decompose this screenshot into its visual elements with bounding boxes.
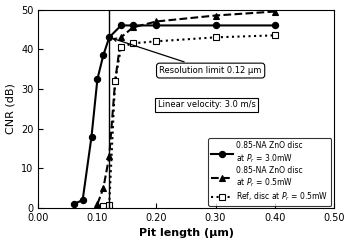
Text: Linear velocity: 3.0 m/s: Linear velocity: 3.0 m/s	[158, 100, 256, 109]
X-axis label: Pit length (μm): Pit length (μm)	[139, 228, 233, 238]
0.85-NA ZnO disc
at $P_r$ = 3.0mW	[119, 24, 123, 27]
0.85-NA ZnO disc
at $P_r$ = 0.5mW	[154, 20, 159, 23]
Ref, disc at $P_r$ = 0.5mW	[131, 42, 135, 45]
0.85-NA ZnO disc
at $P_r$ = 0.5mW	[131, 26, 135, 29]
0.85-NA ZnO disc
at $P_r$ = 0.5mW	[273, 10, 277, 13]
0.85-NA ZnO disc
at $P_r$ = 0.5mW	[113, 80, 117, 82]
0.85-NA ZnO disc
at $P_r$ = 0.5mW	[119, 36, 123, 39]
Ref, disc at $P_r$ = 0.5mW	[154, 40, 159, 43]
Legend: 0.85-NA ZnO disc
at $P_r$ = 3.0mW, 0.85-NA ZnO disc
at $P_r$ = 0.5mW, Ref, disc : 0.85-NA ZnO disc at $P_r$ = 3.0mW, 0.85-…	[208, 138, 331, 206]
Line: 0.85-NA ZnO disc
at $P_r$ = 0.5mW: 0.85-NA ZnO disc at $P_r$ = 0.5mW	[94, 8, 278, 207]
Y-axis label: CNR (dB): CNR (dB)	[6, 83, 15, 134]
0.85-NA ZnO disc
at $P_r$ = 3.0mW	[154, 24, 159, 27]
0.85-NA ZnO disc
at $P_r$ = 3.0mW	[101, 54, 105, 57]
0.85-NA ZnO disc
at $P_r$ = 3.0mW	[80, 199, 85, 202]
0.85-NA ZnO disc
at $P_r$ = 0.5mW	[107, 155, 111, 158]
Ref, disc at $P_r$ = 0.5mW	[214, 36, 218, 39]
0.85-NA ZnO disc
at $P_r$ = 3.0mW	[273, 24, 277, 27]
0.85-NA ZnO disc
at $P_r$ = 3.0mW	[72, 203, 76, 205]
Ref, disc at $P_r$ = 0.5mW	[273, 34, 277, 37]
Ref, disc at $P_r$ = 0.5mW	[119, 46, 123, 49]
0.85-NA ZnO disc
at $P_r$ = 3.0mW	[107, 36, 111, 39]
0.85-NA ZnO disc
at $P_r$ = 3.0mW	[131, 24, 135, 27]
0.85-NA ZnO disc
at $P_r$ = 0.5mW	[214, 14, 218, 17]
0.85-NA ZnO disc
at $P_r$ = 3.0mW	[89, 135, 93, 138]
Line: Ref, disc at $P_r$ = 0.5mW: Ref, disc at $P_r$ = 0.5mW	[100, 32, 278, 209]
Ref, disc at $P_r$ = 0.5mW	[107, 203, 111, 206]
0.85-NA ZnO disc
at $P_r$ = 3.0mW	[214, 24, 218, 27]
0.85-NA ZnO disc
at $P_r$ = 3.0mW	[95, 78, 99, 81]
Ref, disc at $P_r$ = 0.5mW	[113, 80, 117, 82]
0.85-NA ZnO disc
at $P_r$ = 0.5mW	[101, 187, 105, 190]
Line: 0.85-NA ZnO disc
at $P_r$ = 3.0mW: 0.85-NA ZnO disc at $P_r$ = 3.0mW	[71, 22, 278, 207]
Text: Resolution limit 0.12 μm: Resolution limit 0.12 μm	[113, 38, 262, 75]
Ref, disc at $P_r$ = 0.5mW	[101, 204, 105, 207]
0.85-NA ZnO disc
at $P_r$ = 0.5mW	[95, 203, 99, 205]
